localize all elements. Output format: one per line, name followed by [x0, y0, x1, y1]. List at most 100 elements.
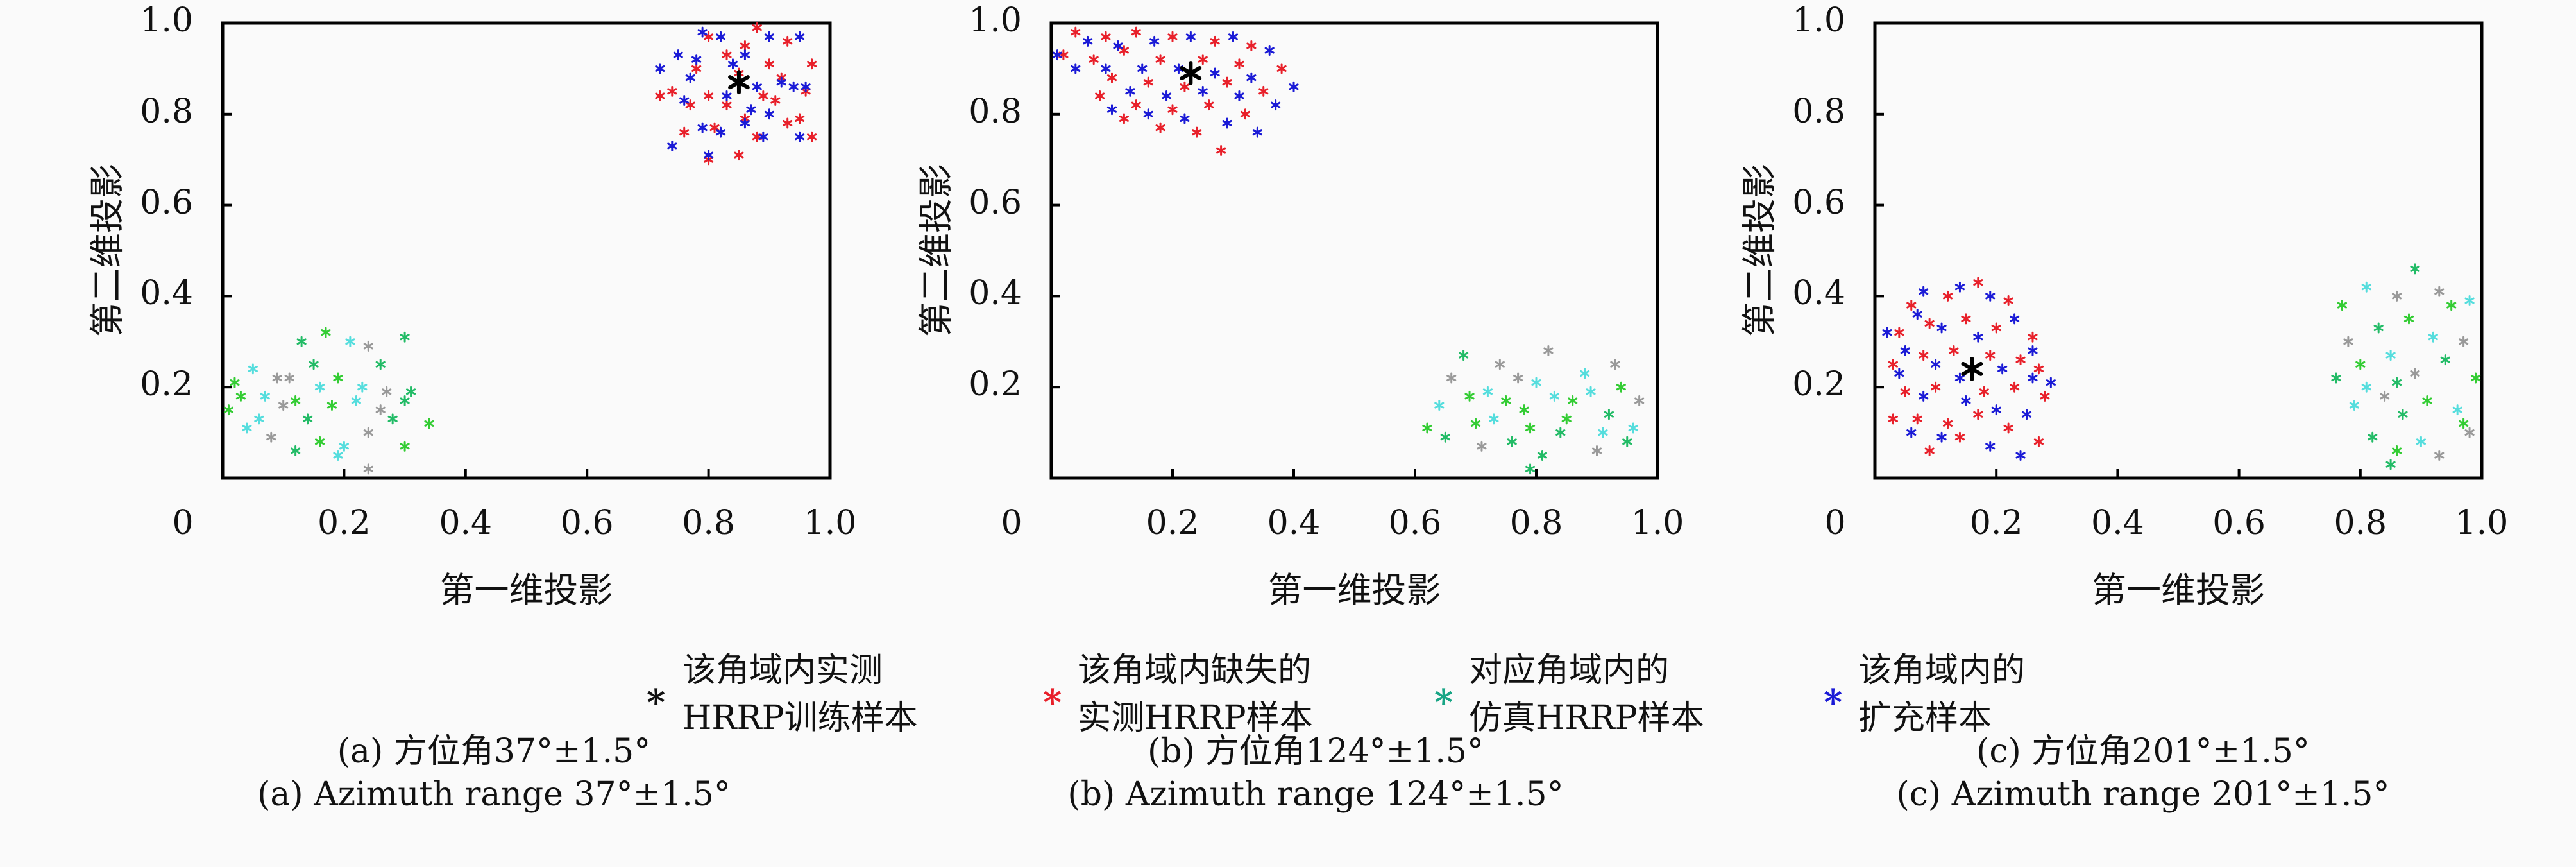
point-training [1180, 60, 1202, 85]
point-augmented [758, 131, 768, 142]
point-missing_measured [1204, 99, 1214, 111]
point-augmented [740, 117, 750, 129]
point-missing_measured [1942, 418, 1953, 429]
point-missing_measured [1888, 413, 1898, 425]
point-simulated [1525, 463, 1536, 475]
point-augmented [1149, 35, 1160, 47]
point-simulated [351, 395, 361, 406]
point-augmented [727, 58, 738, 70]
point-augmented [655, 63, 665, 74]
point-simulated [291, 395, 301, 406]
point-missing_measured [1106, 72, 1117, 83]
point-augmented [2015, 450, 2026, 461]
point-simulated [1591, 445, 1602, 456]
point-augmented [1210, 67, 1220, 79]
y-tick-label: 0.4 [1792, 274, 1845, 313]
point-missing_measured [807, 131, 817, 142]
x-tick-label: 0.4 [439, 504, 493, 542]
point-simulated [2416, 436, 2426, 447]
point-simulated [333, 372, 343, 384]
point-simulated [266, 431, 276, 443]
point-augmented [673, 49, 683, 61]
point-simulated [363, 463, 373, 475]
point-missing_measured [1924, 318, 1935, 329]
point-simulated [1434, 400, 1445, 411]
point-augmented [1985, 440, 1996, 452]
point-augmented [697, 122, 708, 133]
y-axis-title: 第二维投影 [87, 164, 128, 337]
point-augmented [704, 150, 714, 161]
point-simulated [1525, 422, 1536, 434]
point-augmented [1961, 395, 1971, 406]
point-missing_measured [758, 90, 768, 101]
legend-text: 实测HRRP样本 [1078, 699, 1313, 737]
point-missing_measured [655, 90, 665, 101]
point-augmented [1919, 286, 1929, 297]
point-augmented [1264, 45, 1275, 56]
y-tick-label: 0.6 [969, 183, 1022, 222]
point-augmented [1289, 81, 1299, 92]
point-augmented [1985, 290, 1996, 302]
caption-a-zh: (a) 方位角37°±1.5° [337, 732, 651, 771]
point-augmented [1113, 40, 1123, 51]
point-simulated [2410, 263, 2420, 275]
point-augmented [752, 81, 762, 92]
point-missing_measured [722, 99, 732, 111]
point-missing_measured [752, 131, 762, 142]
point-simulated [2459, 418, 2469, 429]
point-augmented [2028, 345, 2038, 356]
point-simulated [254, 413, 264, 425]
point-missing_measured [691, 63, 702, 74]
point-augmented [1252, 126, 1262, 138]
point-missing_measured [1985, 350, 1996, 361]
point-missing_measured [1198, 54, 1208, 65]
legend-marker-training: * [647, 682, 666, 724]
caption-c-zh: (c) 方位角201°±1.5° [1976, 732, 2310, 771]
point-missing_measured [1276, 63, 1287, 74]
point-missing_measured [770, 95, 781, 107]
point-simulated [333, 450, 343, 461]
point-simulated [1501, 395, 1511, 406]
point-missing_measured [795, 113, 805, 124]
point-augmented [1997, 363, 2008, 375]
point-missing_measured [1912, 413, 1922, 425]
point-simulated [357, 381, 368, 393]
point-augmented [1973, 331, 1983, 343]
point-simulated [230, 377, 240, 388]
point-missing_measured [1101, 31, 1111, 42]
point-augmented [697, 26, 708, 38]
point-missing_measured [783, 117, 793, 129]
point-augmented [801, 81, 811, 92]
x-tick-label: 0.4 [2091, 504, 2144, 542]
y-tick-label: 1.0 [969, 1, 1022, 40]
point-augmented [715, 126, 726, 138]
point-augmented [1894, 368, 1904, 379]
point-missing_measured [1924, 445, 1935, 456]
point-simulated [291, 445, 301, 456]
point-missing_measured [1167, 104, 1178, 116]
x-axis-title: 第一维投影 [1267, 570, 1441, 610]
x-tick-label: 0 [172, 504, 194, 542]
point-simulated [345, 336, 355, 347]
point-training [1961, 356, 1983, 381]
point-simulated [1543, 345, 1554, 356]
y-tick-label: 1.0 [140, 1, 193, 40]
point-training [728, 70, 750, 95]
point-missing_measured [1931, 381, 1941, 393]
legend-marker-simulated: * [1434, 682, 1453, 724]
point-simulated [2422, 395, 2432, 406]
point-simulated [382, 386, 392, 397]
point-missing_measured [1949, 345, 1959, 356]
y-tick-label: 0.2 [1792, 365, 1845, 404]
point-simulated [339, 440, 349, 452]
point-missing_measured [1119, 113, 1129, 124]
point-simulated [2398, 409, 2408, 420]
point-missing_measured [1155, 122, 1165, 133]
point-missing_measured [1180, 81, 1190, 92]
point-augmented [788, 81, 799, 92]
point-augmented [685, 72, 695, 83]
point-augmented [1180, 113, 1190, 124]
point-augmented [764, 108, 774, 120]
y-axis-title: 第二维投影 [915, 164, 956, 337]
y-tick-label: 0.2 [969, 365, 1022, 404]
